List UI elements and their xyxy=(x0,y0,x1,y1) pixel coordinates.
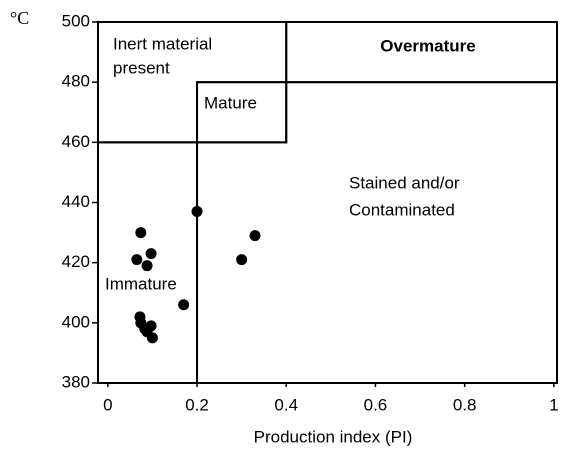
point xyxy=(236,254,248,266)
point xyxy=(178,299,190,311)
x-axis-label: Production index (PI) xyxy=(254,427,413,446)
region-label: Immature xyxy=(105,274,177,293)
y-tick-label: 400 xyxy=(62,312,90,331)
y-tick-label: 440 xyxy=(62,192,90,211)
y-tick-label: 500 xyxy=(62,11,90,30)
y-tick-label: 420 xyxy=(62,252,90,271)
x-tick-label: 0.6 xyxy=(364,395,388,414)
point xyxy=(135,227,147,239)
region-label: Overmature xyxy=(380,36,475,55)
x-tick-label: 0.2 xyxy=(185,395,209,414)
y-tick-label: 480 xyxy=(62,72,90,91)
point xyxy=(145,248,157,260)
region xyxy=(97,141,199,384)
region-label: Stained and/or xyxy=(349,173,460,192)
y-axis-label: °C xyxy=(10,8,29,28)
point xyxy=(141,326,153,338)
region-label: Mature xyxy=(204,93,257,112)
x-tick-label: 0 xyxy=(103,395,112,414)
point xyxy=(191,206,203,218)
y-tick-label: 380 xyxy=(62,372,90,391)
region-label: Contaminated xyxy=(349,200,455,219)
point xyxy=(249,230,261,242)
region-label: present xyxy=(113,58,170,77)
point xyxy=(131,254,143,266)
point xyxy=(141,260,153,272)
y-tick-label: 460 xyxy=(62,132,90,151)
region-label: Inert material xyxy=(113,34,212,53)
x-tick-label: 1 xyxy=(549,395,558,414)
x-tick-label: 0.8 xyxy=(453,395,477,414)
x-tick-label: 0.4 xyxy=(274,395,298,414)
